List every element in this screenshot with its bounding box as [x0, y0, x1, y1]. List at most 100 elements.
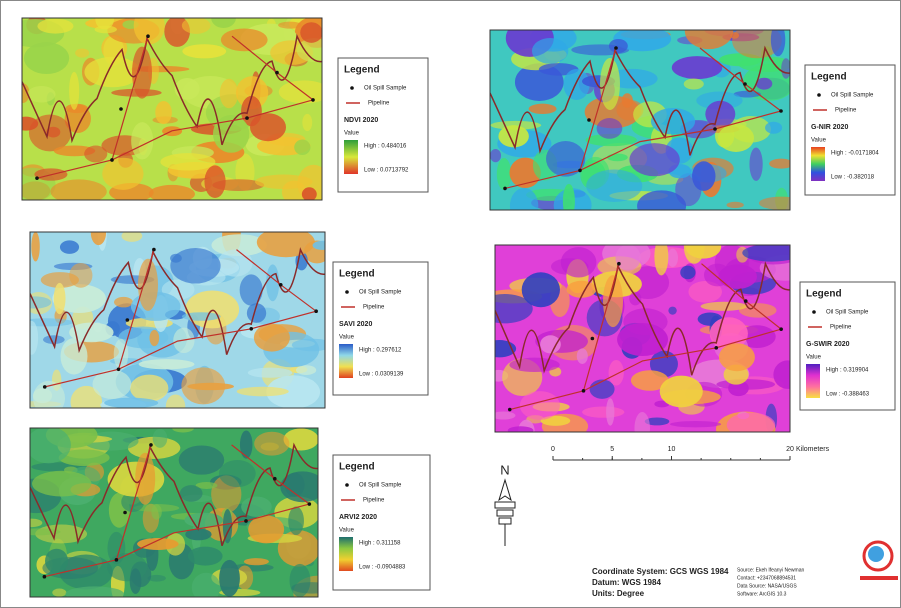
raster-patch — [586, 169, 642, 202]
raster-patch — [160, 153, 215, 170]
oil-spill-sample — [245, 116, 249, 120]
map-panel — [490, 13, 804, 224]
legend-sample-symbol — [345, 483, 349, 487]
raster-patch — [609, 360, 624, 386]
raster-patch — [219, 560, 240, 597]
raster-patch — [187, 383, 234, 390]
raster-patch — [497, 158, 511, 190]
raster-patch — [532, 38, 568, 64]
raster-patch — [540, 335, 561, 353]
oil-spill-sample — [43, 575, 47, 579]
north-arrow-base — [499, 518, 511, 524]
oil-spill-sample — [314, 309, 318, 313]
legend-pipeline-label: Pipeline — [363, 305, 385, 311]
oil-spill-sample — [110, 158, 114, 162]
raster-patch — [220, 79, 238, 108]
raster-patch — [43, 335, 65, 344]
oil-spill-sample — [311, 98, 315, 102]
raster-patch — [130, 375, 168, 402]
raster-patch — [60, 240, 79, 254]
raster-patch — [582, 406, 624, 417]
raster-patch — [237, 387, 289, 396]
logo-bar — [860, 576, 898, 580]
legend-ramp — [806, 364, 820, 398]
raster-patch — [680, 266, 695, 280]
legend-pipeline-label: Pipeline — [830, 325, 852, 331]
raster-patch — [75, 48, 89, 57]
legend-title: Legend — [811, 72, 847, 83]
legend-layer-title: G-SWIR 2020 — [806, 341, 850, 348]
coordinate-info: Coordinate System: GCS WGS 1984 — [592, 567, 729, 576]
raster-hotspot — [254, 324, 290, 352]
raster-patch — [609, 39, 628, 53]
raster-patch — [490, 149, 501, 162]
raster-patch — [221, 28, 268, 51]
raster-patch — [153, 429, 168, 448]
source-info: Software: ArcGIS 10.3 — [737, 591, 787, 597]
oil-spill-sample — [614, 46, 618, 50]
raster-patch — [170, 248, 220, 284]
raster-patch — [606, 398, 614, 425]
raster-patch — [32, 471, 91, 497]
raster-patch — [629, 292, 641, 306]
legend-sample-symbol — [812, 310, 816, 314]
oil-spill-sample — [279, 283, 283, 287]
raster-patch — [668, 307, 676, 315]
raster-hotspot — [718, 124, 754, 152]
oil-spill-sample — [743, 82, 747, 86]
legend-layer-title: NDVI 2020 — [344, 117, 378, 124]
map-panel — [477, 229, 811, 447]
oil-spill-sample — [617, 262, 621, 266]
raster-patch — [283, 428, 318, 450]
oil-spill-sample — [249, 327, 253, 331]
raster-hotspot — [138, 259, 158, 311]
raster-hotspot — [135, 453, 155, 505]
source-info: Source: Ekeh Ifeanyi Newman — [737, 567, 804, 573]
raster-patch — [139, 359, 195, 369]
legend-value-label: Value — [339, 528, 355, 534]
legend-layer-title: SAVI 2020 — [339, 321, 372, 328]
oil-spill-sample — [35, 176, 39, 180]
oil-spill-sample — [149, 443, 153, 447]
raster-patch — [27, 86, 55, 103]
scale-bar-unit: Kilometers — [796, 446, 830, 453]
scale-bar-label: 5 — [610, 446, 614, 453]
raster-patch — [240, 274, 263, 305]
legend-pipeline-label: Pipeline — [368, 101, 390, 107]
raster-patch — [254, 432, 289, 456]
raster-patch — [749, 147, 762, 180]
raster-patch — [69, 72, 79, 110]
raster-patch — [718, 264, 757, 289]
north-arrow-base — [497, 510, 513, 516]
legend-low: Low : 0.0713792 — [364, 168, 409, 174]
legend-ramp — [811, 147, 825, 181]
legend-low: Low : -0.0904883 — [359, 565, 406, 571]
legend-layer-title: ARVI2 2020 — [339, 514, 377, 521]
oil-spill-sample — [714, 346, 718, 350]
logo-globe — [868, 546, 884, 562]
coordinate-info: Units: Degree — [592, 589, 645, 598]
source-info: Data Source: NASA/USGS — [737, 583, 797, 589]
map-layout: N Legend Oil Spill Sample Pipeline NDVI 202… — [0, 0, 901, 608]
legend-value-label: Value — [811, 138, 827, 144]
scale-bar-label: 10 — [668, 446, 676, 453]
map-panel — [11, 417, 343, 608]
raster-patch — [255, 175, 312, 190]
raster-patch — [240, 430, 253, 458]
raster-patch — [615, 245, 640, 271]
legend-value-label: Value — [806, 355, 822, 361]
oil-spill-sample — [126, 318, 130, 322]
raster-patch — [94, 26, 116, 34]
raster-patch — [300, 22, 322, 43]
legend-high: High : 0.297612 — [359, 348, 402, 354]
map-panel — [6, 7, 347, 204]
raster-patch — [182, 17, 211, 34]
legend-sample-label: Oil Spill Sample — [364, 86, 407, 92]
raster-patch — [69, 263, 92, 288]
raster-patch — [182, 44, 226, 58]
raster-patch — [660, 376, 703, 408]
raster-hotspot — [248, 515, 284, 543]
legend-sample-label: Oil Spill Sample — [831, 93, 874, 99]
raster-patch — [31, 232, 39, 262]
north-label: N — [500, 462, 509, 477]
